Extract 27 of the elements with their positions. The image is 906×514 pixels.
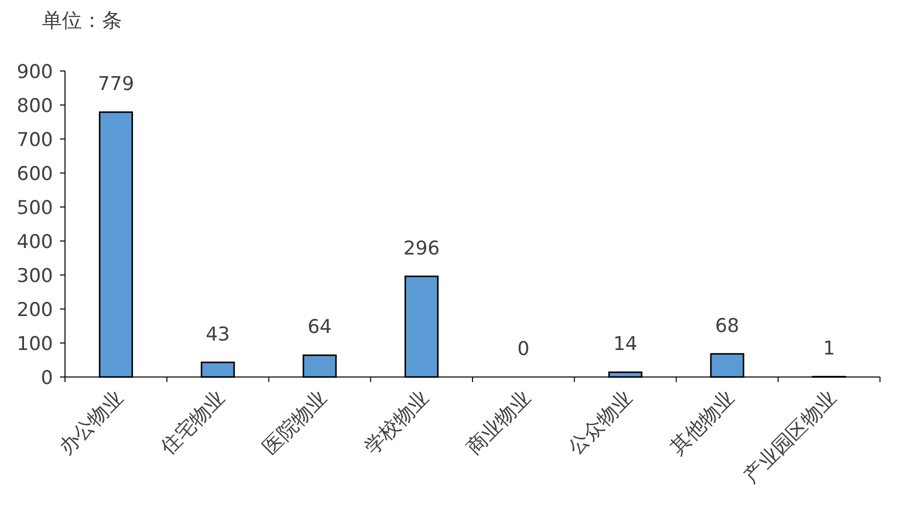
x-tick-label: 产业园区物业 <box>738 386 841 488</box>
y-tick-label: 200 <box>16 299 53 321</box>
x-tick-label: 学校物业 <box>360 386 434 460</box>
data-label: 64 <box>308 316 332 338</box>
x-tick-label: 医院物业 <box>258 386 332 460</box>
y-tick-label: 600 <box>16 163 53 185</box>
data-label: 1 <box>823 338 836 360</box>
x-tick-label: 公众物业 <box>563 386 637 460</box>
data-label: 43 <box>206 323 230 346</box>
y-tick-label: 800 <box>16 95 53 117</box>
y-tick-label: 900 <box>16 61 53 83</box>
y-tick-label: 0 <box>40 367 53 389</box>
x-tick-label: 商业物业 <box>461 386 535 460</box>
y-axis-title: 单位：条 <box>42 8 122 32</box>
data-label: 779 <box>98 73 134 96</box>
x-tick-label: 办公物业 <box>54 386 128 460</box>
data-label: 14 <box>613 333 638 356</box>
data-label: 0 <box>517 338 530 360</box>
data-label: 68 <box>715 314 740 337</box>
y-tick-label: 400 <box>16 231 53 253</box>
x-tick-label: 住宅物业 <box>155 386 230 460</box>
y-tick-label: 500 <box>16 197 53 219</box>
y-tick-label: 300 <box>16 265 53 287</box>
data-label: 296 <box>403 237 440 260</box>
x-tick-label: 其他物业 <box>665 386 739 460</box>
y-tick-label: 100 <box>16 333 53 355</box>
y-tick-label: 700 <box>16 129 53 151</box>
